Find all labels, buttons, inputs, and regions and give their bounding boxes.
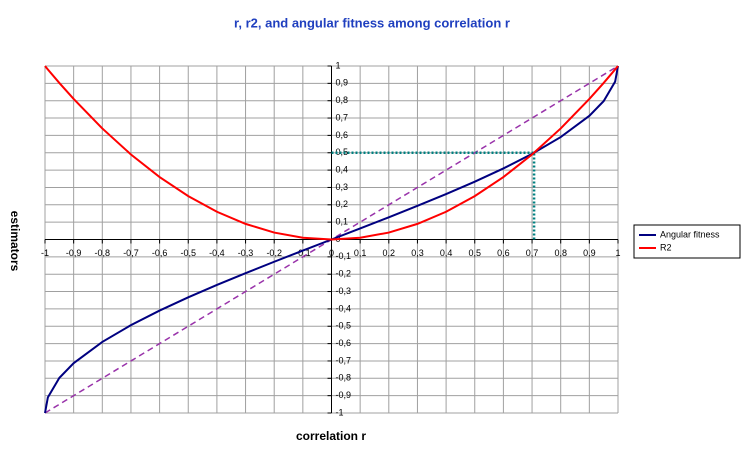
x-tick-label: -0,4 xyxy=(209,248,225,258)
y-tick-label: -0,4 xyxy=(336,303,352,313)
y-tick-label: -0,6 xyxy=(336,338,352,348)
y-tick-label: -0,7 xyxy=(336,355,352,365)
y-tick-label: 0,3 xyxy=(336,182,349,192)
y-tick-label: 1 xyxy=(336,60,341,70)
x-tick-label: 0 xyxy=(329,248,334,258)
y-tick-label: -1 xyxy=(336,407,344,417)
series-line xyxy=(44,65,619,241)
x-tick-label: 0,8 xyxy=(554,248,567,258)
x-tick-label: -0,8 xyxy=(95,248,111,258)
x-tick-label: 0,4 xyxy=(440,248,453,258)
y-tick-label: 0,2 xyxy=(336,199,349,209)
x-tick-label: 0,7 xyxy=(526,248,539,258)
y-axis-title: estimators xyxy=(8,211,22,272)
y-tick-label: -0,5 xyxy=(336,321,352,331)
y-tick-label: 0,1 xyxy=(336,217,349,227)
x-tick-label: 0,5 xyxy=(468,248,481,258)
y-tick-label: -0,9 xyxy=(336,390,352,400)
x-tick-label: 1 xyxy=(615,248,620,258)
x-tick-label: -0,7 xyxy=(123,248,139,258)
x-axis-title: correlation r xyxy=(296,429,366,443)
x-tick-label: -0,5 xyxy=(180,248,196,258)
x-tick-label: -0,2 xyxy=(266,248,282,258)
x-tick-label: 0,3 xyxy=(411,248,424,258)
x-tick-label: -0,6 xyxy=(152,248,168,258)
x-tick-label: -0,1 xyxy=(295,248,311,258)
y-tick-label: 0,9 xyxy=(336,78,349,88)
legend-label: R2 xyxy=(660,242,672,252)
x-tick-label: 0,9 xyxy=(583,248,596,258)
y-tick-label: -0,1 xyxy=(336,251,352,261)
y-tick-label: 0,6 xyxy=(336,130,349,140)
y-tick-label: 0,5 xyxy=(336,147,349,157)
y-tick-label: -0,8 xyxy=(336,373,352,383)
y-tick-label: 0,8 xyxy=(336,95,349,105)
chart-title: r, r2, and angular fitness among correla… xyxy=(234,15,510,30)
y-tick-label: 0,4 xyxy=(336,164,349,174)
x-tick-label: -1 xyxy=(41,248,49,258)
y-tick-label: 0,7 xyxy=(336,112,349,122)
x-tick-label: 0,1 xyxy=(354,248,367,258)
x-tick-label: -0,3 xyxy=(238,248,254,258)
x-tick-label: 0,2 xyxy=(383,248,396,258)
legend xyxy=(633,224,741,259)
legend-label: Angular fitness xyxy=(660,229,720,239)
y-tick-label: -0,2 xyxy=(336,269,352,279)
x-tick-label: 0,6 xyxy=(497,248,510,258)
y-tick-label: -0,3 xyxy=(336,286,352,296)
x-tick-label: -0,9 xyxy=(66,248,82,258)
